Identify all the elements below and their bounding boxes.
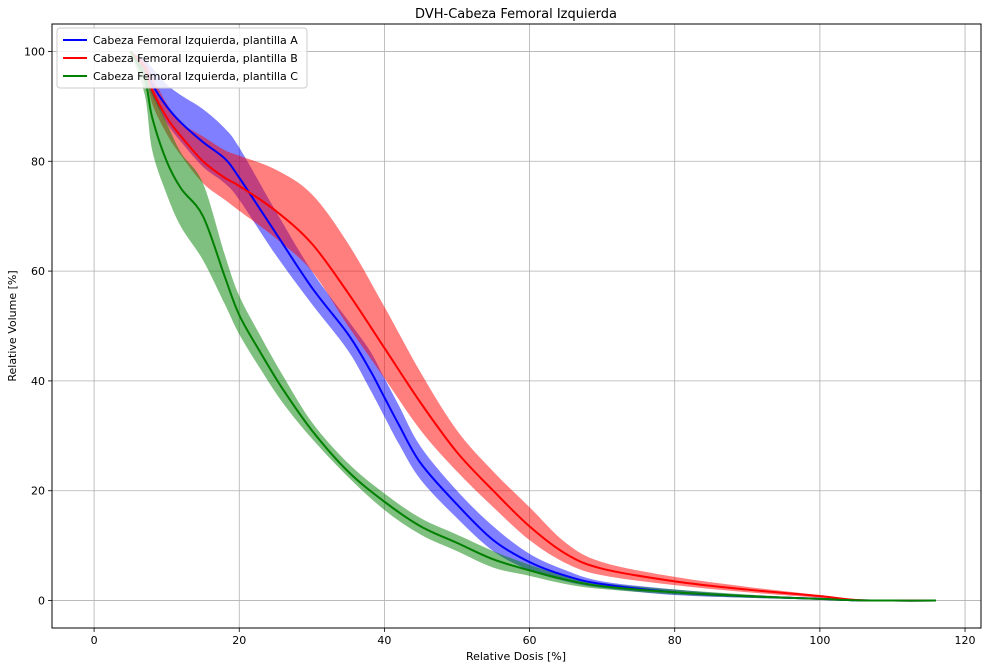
axis-ticks: 0 20 40 60 80 100 120 0 20 40 60 80 100 bbox=[24, 45, 976, 647]
y-tick-label: 80 bbox=[31, 155, 45, 168]
legend-entry: Cabeza Femoral Izquierda, plantilla A bbox=[93, 34, 298, 47]
legend-box bbox=[56, 27, 308, 89]
y-tick-label: 60 bbox=[31, 265, 45, 278]
line-series-1 bbox=[129, 50, 937, 602]
line-series-2 bbox=[129, 50, 937, 602]
y-tick-label: 100 bbox=[24, 45, 45, 58]
x-tick-label: 0 bbox=[91, 634, 98, 647]
x-tick-label: 20 bbox=[232, 634, 246, 647]
chart-title: DVH-Cabeza Femoral Izquierda bbox=[415, 7, 617, 22]
legend-entry: Cabeza Femoral Izquierda, plantilla B bbox=[93, 52, 298, 65]
x-tick-label: 100 bbox=[809, 634, 830, 647]
x-axis-label: Relative Dosis [%] bbox=[466, 650, 566, 663]
y-axis-label: Relative Volume [%] bbox=[6, 270, 19, 381]
legend: Cabeza Femoral Izquierda, plantilla A Cab… bbox=[56, 27, 308, 89]
x-tick-label: 40 bbox=[377, 634, 391, 647]
series-lines bbox=[129, 50, 937, 602]
x-tick-label: 60 bbox=[523, 634, 537, 647]
y-tick-label: 0 bbox=[38, 595, 45, 608]
x-tick-label: 80 bbox=[668, 634, 682, 647]
plot-area-frame bbox=[51, 23, 982, 629]
y-tick-label: 40 bbox=[31, 375, 45, 388]
x-tick-label: 120 bbox=[955, 634, 976, 647]
legend-entry: Cabeza Femoral Izquierda, plantilla C bbox=[93, 70, 298, 83]
y-tick-label: 20 bbox=[31, 485, 45, 498]
